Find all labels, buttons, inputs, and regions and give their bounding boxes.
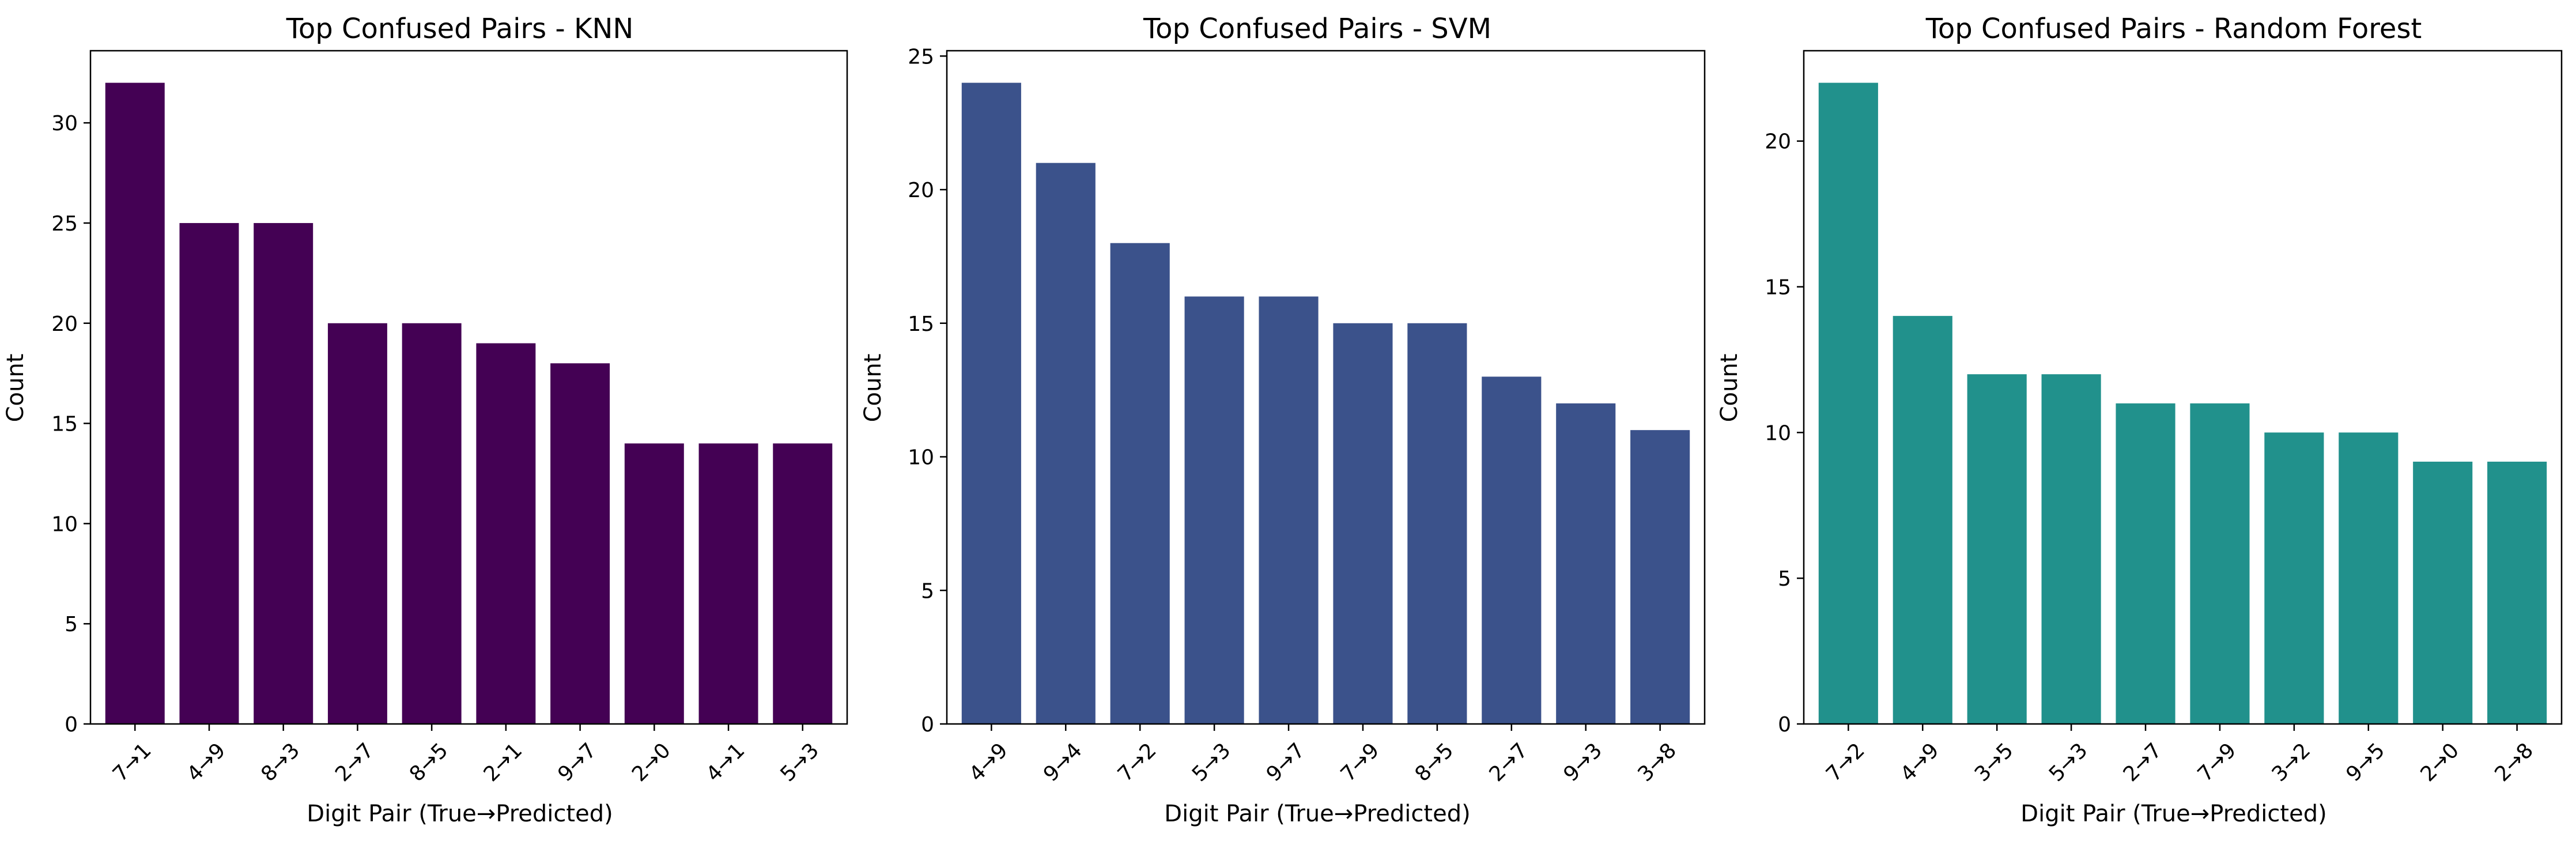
svm-chart: Top Confused Pairs - SVM Count Digit Pai…: [860, 13, 1706, 827]
bar: [1482, 376, 1542, 724]
bar: [1893, 316, 1952, 724]
y-tick-label: 20: [908, 179, 934, 202]
bar: [550, 363, 610, 724]
y-tick-label: 10: [51, 512, 78, 536]
y-tick-label: 10: [1765, 421, 1791, 445]
bar: [2116, 403, 2175, 724]
y-tick-label: 0: [1778, 713, 1791, 737]
y-tick-label: 5: [65, 613, 78, 636]
bar: [1967, 374, 2027, 724]
axes-frame: [1803, 50, 2563, 725]
bar: [476, 343, 536, 724]
bar: [2339, 432, 2399, 724]
bar: [402, 323, 462, 724]
bar: [105, 82, 165, 724]
bar: [698, 443, 758, 724]
bar: [1036, 163, 1096, 724]
chart-title: Top Confused Pairs - SVM: [1143, 13, 1491, 45]
axes-frame: [89, 50, 848, 725]
bar: [773, 443, 833, 724]
bar: [2413, 461, 2473, 724]
y-tick-label: 25: [51, 212, 78, 236]
bar: [1407, 323, 1467, 724]
y-tick-label: 20: [51, 312, 78, 336]
y-tick-label: 30: [51, 112, 78, 135]
bar: [1333, 323, 1393, 724]
bar: [1259, 296, 1319, 724]
bar: [2190, 403, 2250, 724]
y-tick-label: 15: [908, 312, 934, 336]
y-tick-label: 20: [1765, 130, 1791, 154]
bar: [254, 222, 313, 724]
bar: [1818, 82, 1878, 724]
bar: [2487, 461, 2547, 724]
bar: [2264, 432, 2324, 724]
y-tick-label: 15: [51, 413, 78, 436]
y-axis-label: Count: [860, 354, 886, 423]
chart-title: Top Confused Pairs - Random Forest: [1925, 13, 2422, 45]
bar: [1184, 296, 1244, 724]
bar: [624, 443, 684, 724]
bar: [1556, 403, 1616, 724]
bar: [327, 323, 387, 724]
axes-frame: [946, 50, 1706, 725]
y-tick-label: 0: [65, 713, 78, 737]
y-tick-label: 10: [908, 446, 934, 470]
bar: [179, 222, 239, 724]
bar: [961, 82, 1021, 724]
y-tick-label: 0: [921, 713, 934, 737]
y-tick-label: 25: [908, 45, 934, 69]
x-axis-label: Digit Pair (True→Predicted): [2020, 801, 2326, 827]
x-axis-label: Digit Pair (True→Predicted): [307, 801, 613, 827]
bar: [1110, 243, 1170, 725]
x-axis-label: Digit Pair (True→Predicted): [1164, 801, 1470, 827]
y-tick-label: 5: [1778, 567, 1791, 591]
bar: [1630, 430, 1690, 724]
chart-title: Top Confused Pairs - KNN: [286, 13, 634, 45]
knn-chart: Top Confused Pairs - KNN Count Digit Pai…: [2, 13, 848, 827]
y-tick-label: 5: [921, 579, 934, 603]
bar: [2041, 374, 2101, 724]
y-axis-label: Count: [1716, 354, 1743, 423]
y-axis-label: Count: [2, 354, 29, 423]
y-tick-label: 15: [1765, 276, 1791, 300]
